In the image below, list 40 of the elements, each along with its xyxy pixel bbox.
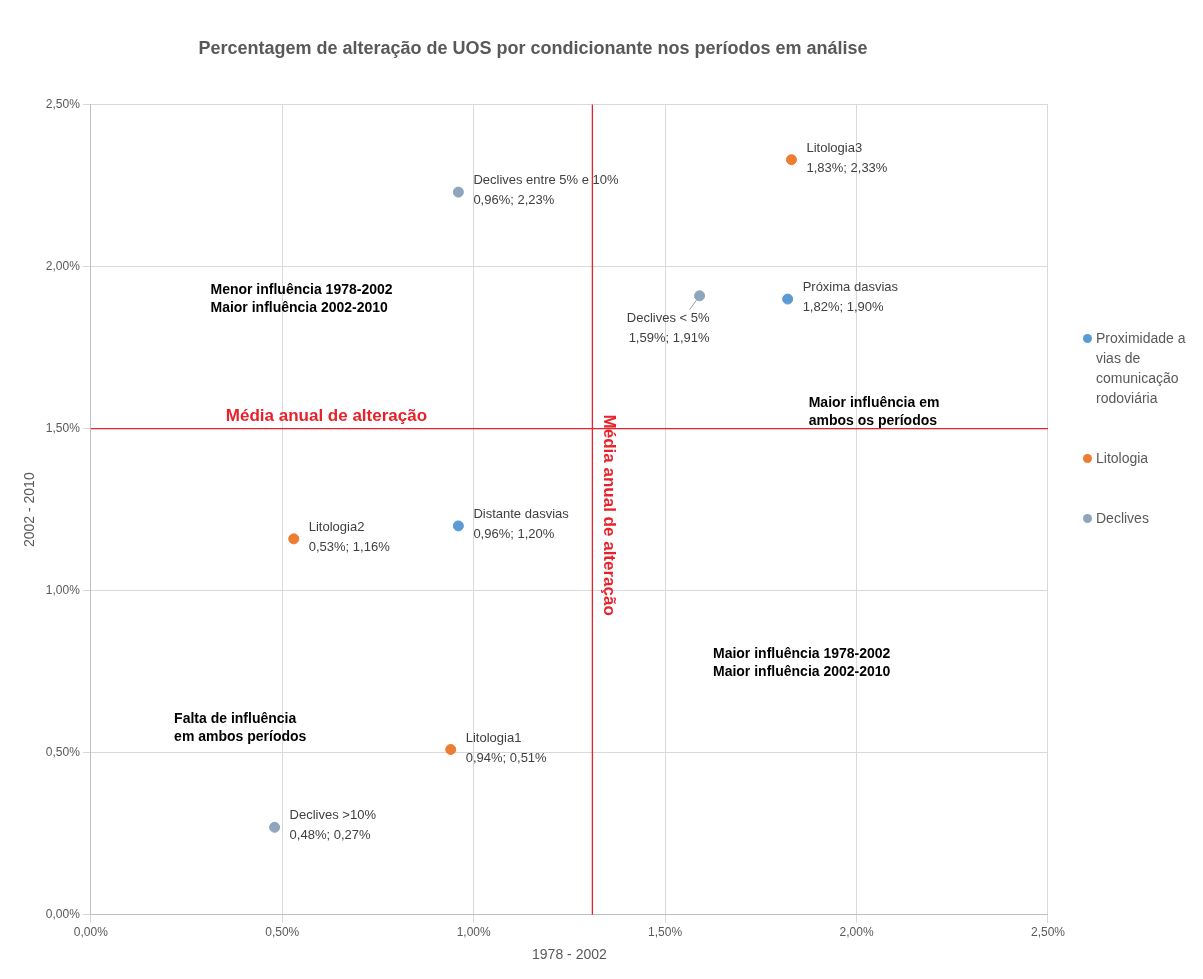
point bbox=[445, 744, 457, 756]
x-tick-label: 0,50% bbox=[265, 925, 300, 940]
data-label: Litologia2 0,53%; 1,16% bbox=[308, 518, 391, 554]
annotation: Menor influência 1978-2002 Maior influência 2002-2010 bbox=[210, 280, 393, 315]
point bbox=[694, 290, 706, 302]
data-label: Litologia3 1,83%; 2,33% bbox=[806, 139, 888, 175]
legend-label: Litologia bbox=[1096, 449, 1149, 468]
legend-label: Proximidade a vias de comunicação rodoviária bbox=[1096, 329, 1187, 408]
y-tick-label: 0,00% bbox=[45, 907, 81, 922]
y-axis-title: 2002 - 2010 bbox=[21, 472, 38, 548]
y-tick-label: 1,00% bbox=[45, 583, 81, 598]
point bbox=[269, 821, 281, 833]
point bbox=[785, 154, 797, 166]
annotation: Maior influência 1978-2002 Maior influência 2002-2010 bbox=[712, 645, 891, 680]
y-tick-label: 2,00% bbox=[45, 258, 81, 273]
y-tick-label: 2,50% bbox=[45, 96, 81, 111]
data-label: Litologia1 0,94%; 0,51% bbox=[465, 729, 548, 765]
ref-line-label: Média anual de alteração bbox=[600, 414, 620, 616]
point bbox=[782, 293, 794, 305]
x-tick-label: 1,00% bbox=[456, 925, 492, 940]
x-tick-label: 0,00% bbox=[73, 925, 109, 940]
x-tick-label: 1,50% bbox=[648, 925, 683, 940]
y-tick-label: 1,50% bbox=[45, 420, 81, 435]
point bbox=[452, 520, 464, 532]
data-label: Distante dasvias 0,96%; 1,20% bbox=[473, 505, 570, 541]
chart-title: Percentagem de alteração de UOS por condicionante nos períodos em análise bbox=[198, 37, 868, 58]
data-label: Declives >10% 0,48%; 0,27% bbox=[289, 807, 377, 843]
y-tick-label: 0,50% bbox=[45, 745, 81, 760]
x-tick-label: 2,50% bbox=[1030, 925, 1066, 940]
annotation: Maior influência em ambos os períodos bbox=[808, 394, 940, 429]
x-tick-label: 2,00% bbox=[839, 925, 874, 940]
legend-label: Declives bbox=[1096, 509, 1149, 528]
data-label: Próxima dasvias 1,82%; 1,90% bbox=[802, 279, 899, 315]
data-label: Declives entre 5% e 10% 0,96%; 2,23% bbox=[473, 172, 620, 208]
point bbox=[452, 186, 464, 198]
ref-line-label: Média anual de alteração bbox=[225, 405, 428, 425]
x-axis-title: 1978 - 2002 bbox=[532, 946, 607, 963]
annotation: Falta de influência em ambos períodos bbox=[174, 710, 307, 745]
data-label: Declives < 5% 1,59%; 1,91% bbox=[626, 309, 711, 345]
point bbox=[288, 533, 300, 545]
